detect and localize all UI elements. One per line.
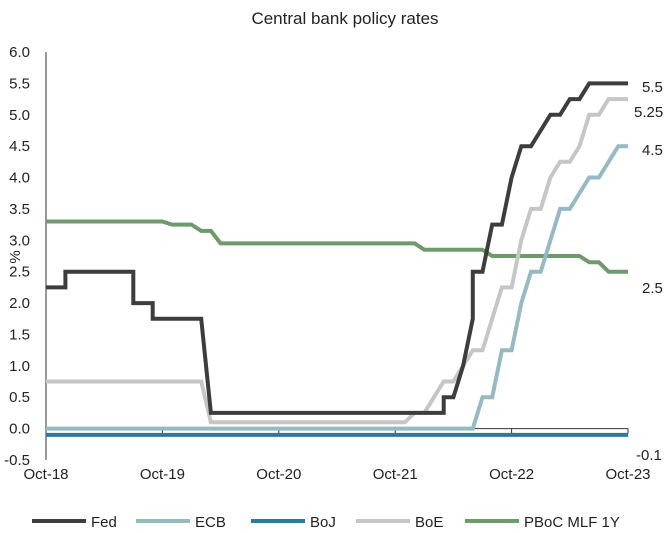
end-labels: 5.5 4.5 -0.1 5.25 2.5: [634, 79, 663, 464]
legend-label: BoJ: [310, 514, 336, 531]
legend-item-ecb: ECB: [136, 514, 226, 531]
series-lines: [46, 81, 628, 437]
legend-label: PBoC MLF 1Y: [524, 514, 620, 531]
end-label-boj: -0.1: [636, 447, 662, 464]
y-tick-label: 3.0: [9, 232, 30, 249]
y-tick-label: 2.5: [9, 264, 30, 281]
x-tick-label: Oct-22: [489, 466, 534, 483]
y-tick-label: 4.0: [9, 170, 30, 187]
y-tick-label: 5.0: [9, 107, 30, 124]
x-tick-label: Oct-20: [256, 466, 301, 483]
legend-label: ECB: [195, 514, 226, 531]
y-tick-label: 0.5: [9, 389, 30, 406]
x-tick-label: Oct-18: [23, 466, 68, 483]
end-label-ecb: 4.5: [642, 142, 663, 159]
x-tick-label: Oct-23: [605, 466, 650, 483]
y-axis-label: %: [7, 250, 24, 263]
legend-label: BoE: [415, 514, 443, 531]
legend-label: Fed: [91, 514, 117, 531]
y-tick-label: 2.0: [9, 295, 30, 312]
series-line-boe: [46, 97, 628, 425]
y-tick-label: 6.0: [9, 44, 30, 61]
y-tick-label: 4.5: [9, 138, 30, 155]
y-tick-label: 3.5: [9, 201, 30, 218]
y-tick-label: 1.5: [9, 326, 30, 343]
end-label-pboc-mlf-1y: 2.5: [642, 280, 663, 297]
legend-item-fed: Fed: [32, 514, 117, 531]
y-tick-label: 1.0: [9, 358, 30, 375]
legend-item-boj: BoJ: [251, 514, 336, 531]
axes: 6.0 5.5 5.0 4.5 4.0 3.5 3.0 2.5 2.0 1.5 1.0 0.5 0.0 -…: [4, 44, 650, 483]
legend: Fed ECB BoJ BoE PBoC MLF 1Y: [32, 514, 620, 531]
end-label-boe: 5.25: [634, 104, 663, 121]
chart-title: Central bank policy rates: [251, 9, 438, 28]
y-tick-label: 0.0: [9, 421, 30, 438]
legend-item-pboc-mlf-1y: PBoC MLF 1Y: [465, 514, 620, 531]
end-label-fed: 5.5: [642, 79, 663, 96]
y-tick-label: 5.5: [9, 75, 30, 92]
series-line-fed: [46, 81, 628, 415]
legend-item-boe: BoE: [356, 514, 443, 531]
x-tick-label: Oct-21: [373, 466, 418, 483]
x-tick-label: Oct-19: [140, 466, 185, 483]
series-line-ecb: [46, 144, 628, 431]
series-line-pboc-mlf-1y: [46, 219, 628, 274]
y-tick-label: -0.5: [4, 452, 30, 469]
